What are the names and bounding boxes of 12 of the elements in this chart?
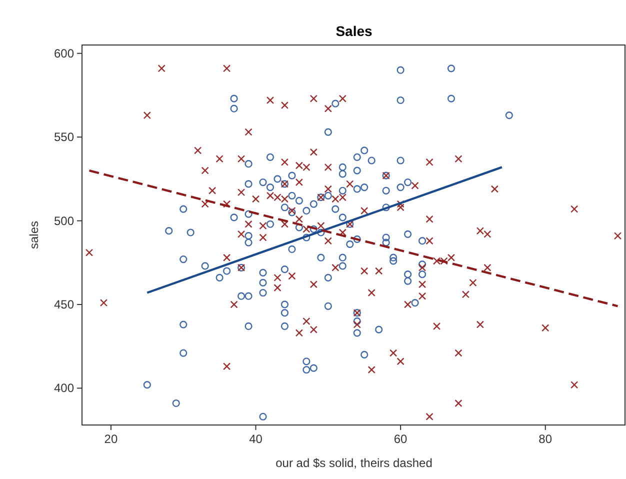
y-tick-label: 600 [54, 46, 74, 60]
x-tick-label: 40 [249, 432, 263, 446]
y-tick-label: 400 [54, 381, 74, 396]
y-tick-label: 550 [54, 130, 74, 144]
x-tick-label: 20 [104, 432, 118, 446]
y-axis-title: sales [27, 220, 41, 250]
x-tick-label: 80 [538, 432, 552, 446]
chart-title: Sales [336, 23, 373, 39]
x-axis-title: our ad $s solid, theirs dashed [276, 456, 432, 470]
x-tick-label: 60 [394, 432, 408, 446]
y-tick-label: 450 [54, 297, 74, 312]
y-tick-label: 500 [54, 214, 74, 228]
